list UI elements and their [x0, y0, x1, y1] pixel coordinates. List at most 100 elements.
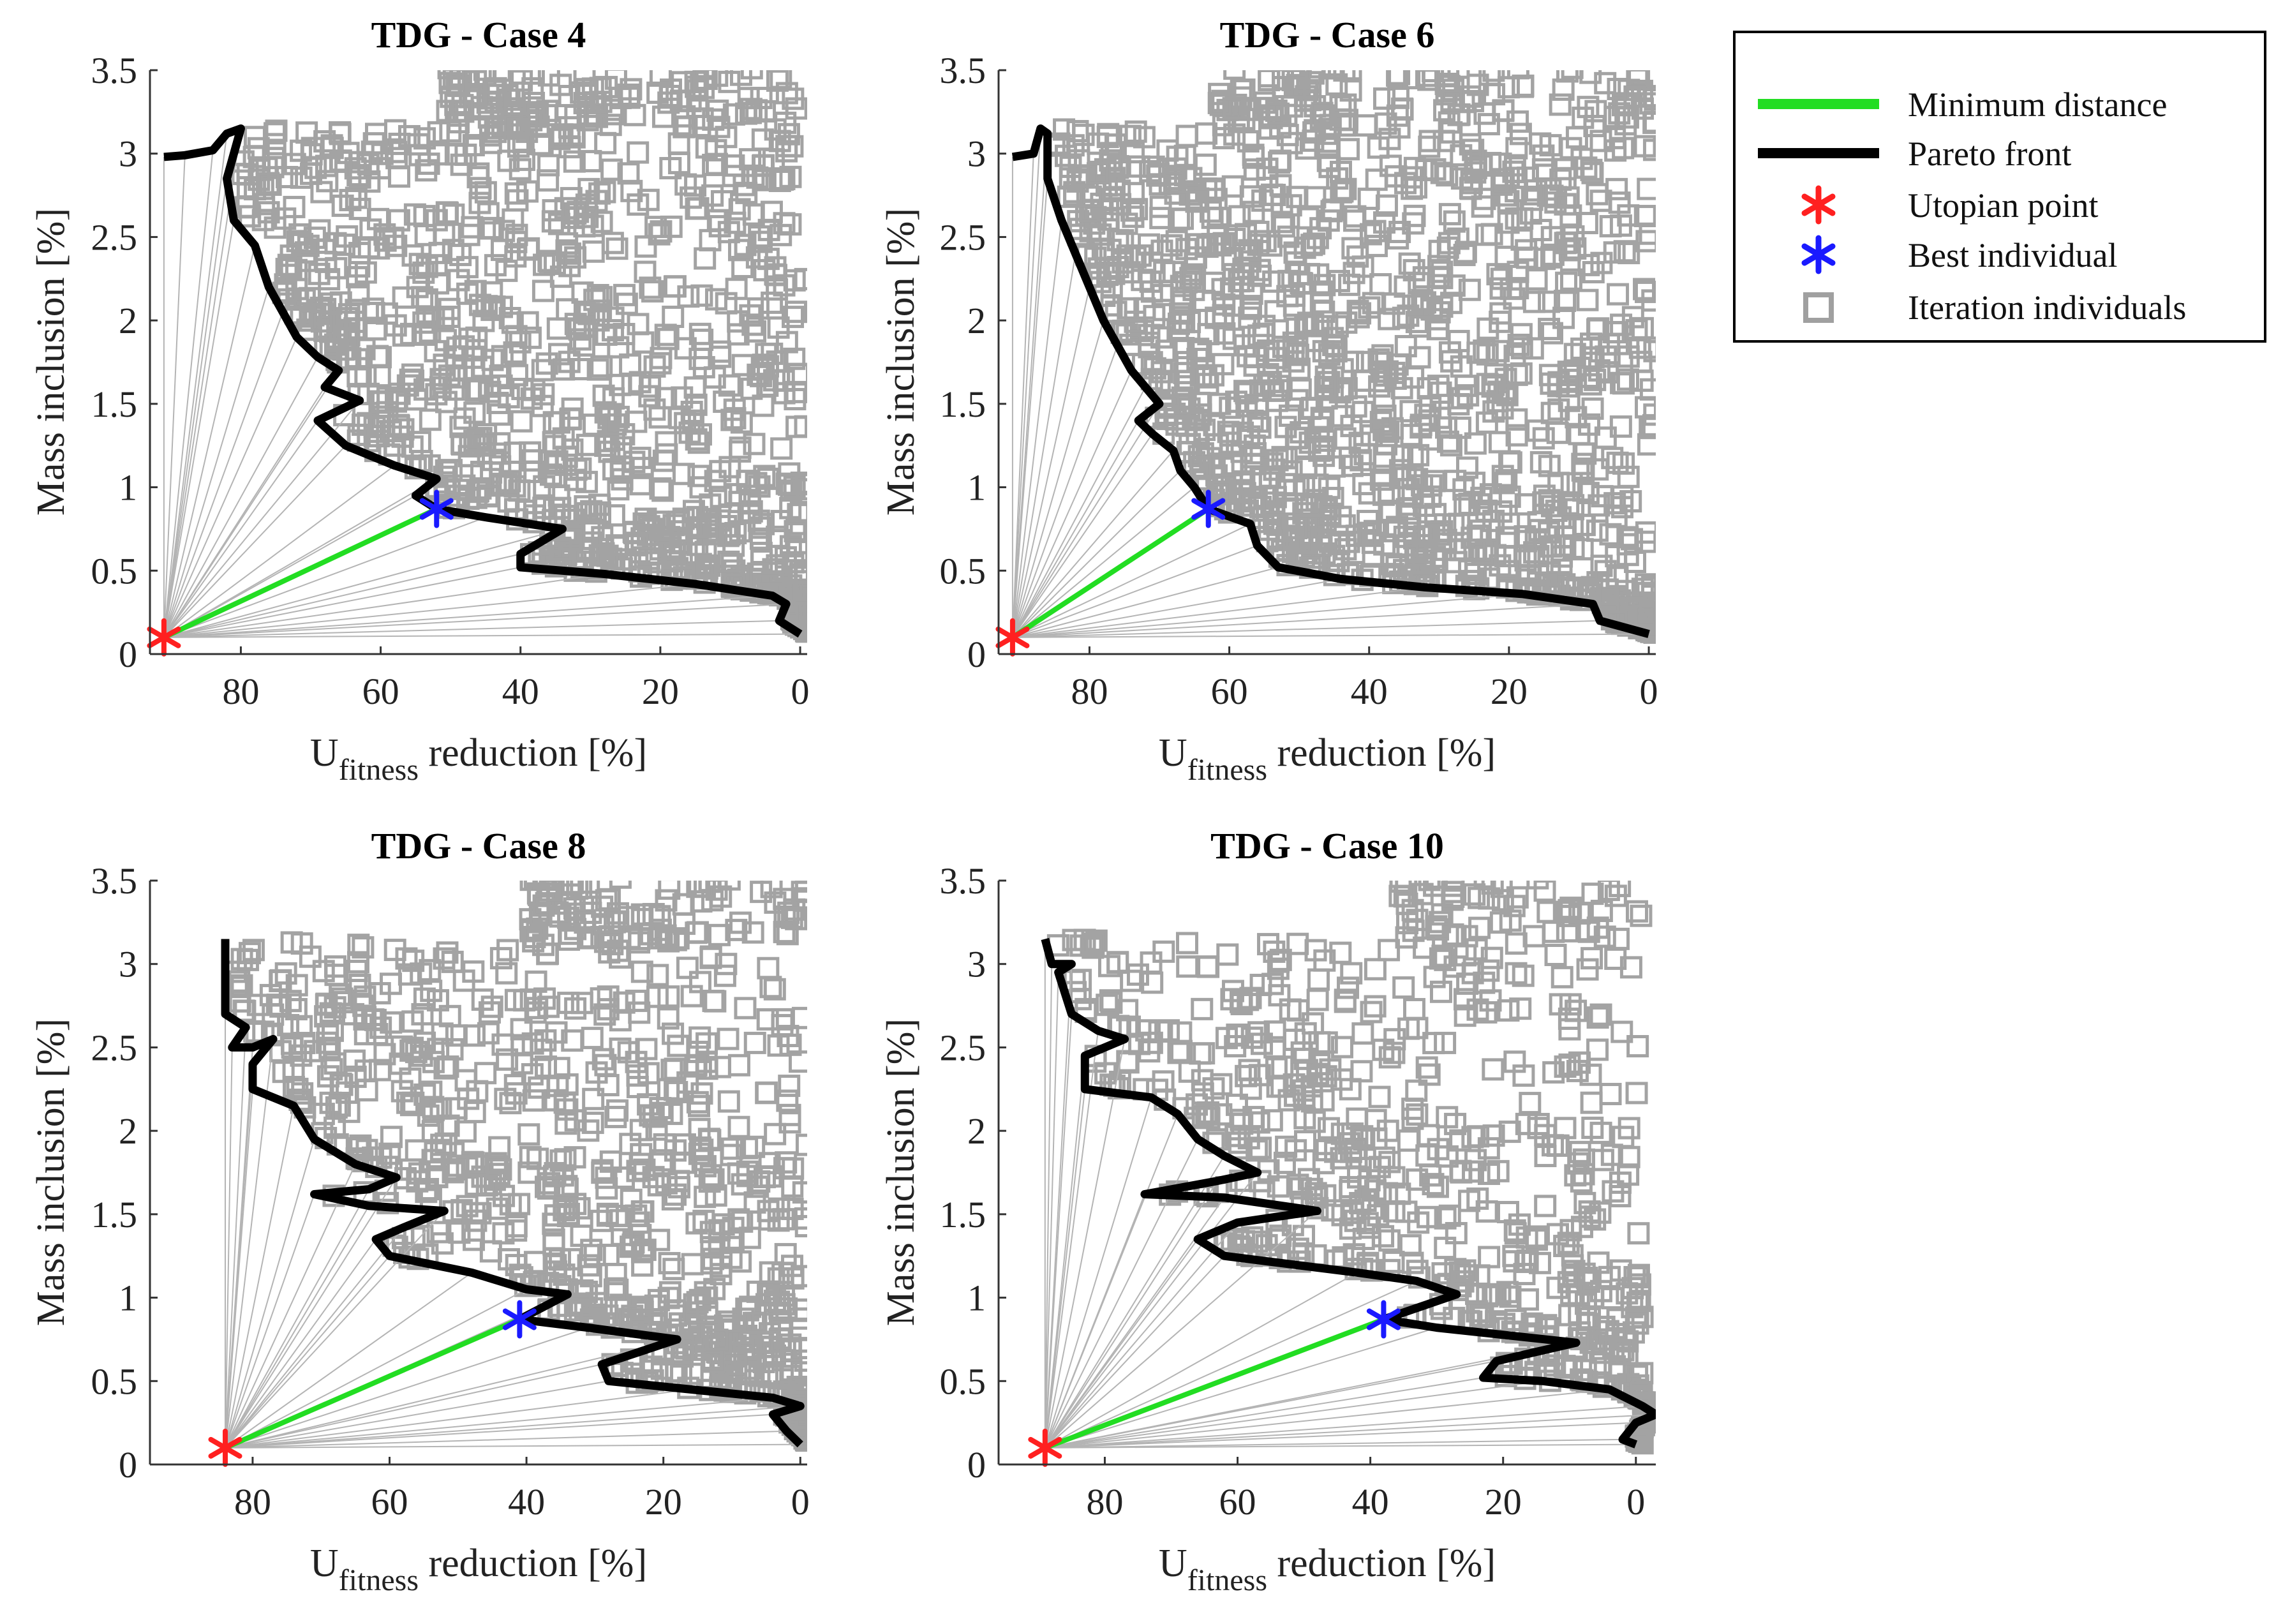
iteration-individual-marker [503, 115, 526, 138]
iteration-individual-marker [644, 216, 667, 239]
iteration-individual-marker [1409, 315, 1432, 338]
panel-case-10: TDG - Case 10 0 0.5 1 1.5 2 2.5 3 3.5 80 60 40 20 0 … [879, 825, 1656, 1597]
y-tick-label: 2 [119, 300, 137, 341]
iteration-individual-marker [1573, 1262, 1596, 1285]
iteration-individual-marker [554, 892, 577, 915]
iteration-individual-marker [1533, 881, 1556, 902]
iteration-individual-marker [753, 465, 776, 488]
iteration-individual-marker [1549, 93, 1572, 116]
iteration-individual-marker [422, 1096, 445, 1119]
iteration-individual-marker [1242, 200, 1265, 223]
iteration-individual-marker [1302, 129, 1325, 152]
iteration-individual-marker [590, 286, 613, 309]
iteration-individual-marker [1374, 405, 1397, 428]
iteration-individual-marker [775, 1151, 798, 1174]
x-tick-label: 0 [1640, 671, 1658, 712]
iteration-individual-marker [694, 247, 717, 270]
iteration-individual-marker [787, 1413, 807, 1436]
iteration-individual-marker [1546, 1223, 1569, 1246]
distance-line [1044, 964, 1053, 1448]
iteration-individual-marker [1572, 479, 1595, 502]
iteration-individual-marker [1212, 304, 1235, 327]
iteration-individual-marker [1313, 301, 1335, 324]
iteration-individual-marker [682, 500, 705, 523]
iteration-individual-marker [547, 1057, 570, 1080]
legend-label-minimum-distance: Minimum distance [1908, 86, 2167, 124]
distance-line [163, 245, 256, 638]
iteration-individual-marker [228, 970, 251, 993]
iteration-individual-marker [629, 1152, 651, 1175]
x-tick-label: 60 [1211, 671, 1248, 712]
iteration-individual-marker [1152, 299, 1175, 322]
iteration-individual-marker [1364, 995, 1387, 1018]
iteration-individual-marker [561, 397, 584, 420]
panel-title: TDG - Case 10 [1210, 825, 1444, 867]
iteration-individual-marker [1476, 317, 1499, 340]
iteration-individual-marker [535, 104, 558, 127]
iteration-individual-marker [739, 1295, 762, 1318]
iteration-individual-marker [705, 881, 728, 901]
iteration-individual-marker [655, 443, 678, 466]
iteration-individual-marker [1491, 397, 1514, 420]
iteration-individual-marker [1344, 205, 1367, 228]
distance-line [163, 553, 521, 638]
distance-line [1012, 603, 1593, 638]
distance-line [1012, 586, 1425, 638]
iteration-individual-marker [1637, 177, 1656, 200]
iteration-individual-marker [1516, 1249, 1539, 1272]
iteration-individual-marker [1536, 900, 1559, 923]
iteration-individual-marker [425, 254, 448, 277]
distance-line [1012, 545, 1258, 638]
iteration-individual-marker [1198, 1106, 1221, 1129]
iteration-individual-marker [1339, 70, 1362, 81]
iteration-individual-marker [729, 440, 752, 463]
iteration-individual-marker [1280, 131, 1303, 154]
iteration-individual-marker [388, 132, 411, 155]
iteration-individual-marker [630, 527, 653, 550]
iteration-individual-marker [1182, 278, 1205, 301]
iteration-individual-marker [645, 1118, 668, 1141]
iteration-individual-marker [231, 163, 254, 186]
iteration-individual-marker [701, 184, 724, 207]
iteration-individual-marker [1129, 244, 1152, 267]
distance-line [1012, 578, 1342, 638]
iteration-individual-marker [718, 1367, 741, 1390]
iteration-individual-marker [772, 1208, 795, 1231]
iteration-individual-marker [304, 156, 327, 179]
iteration-individual-marker [1558, 1053, 1581, 1076]
iteration-individual-marker [564, 997, 587, 1020]
iteration-individual-marker [1550, 534, 1573, 557]
distance-line [1012, 633, 1649, 638]
plot-area: 0 0.5 1 1.5 2 2.5 3 3.5 80 60 40 20 0 [940, 50, 1658, 712]
iteration-individual-marker [290, 1044, 313, 1067]
iteration-individual-marker [524, 1001, 547, 1024]
x-tick-label: 0 [791, 671, 810, 712]
iteration-individual-marker [1246, 1139, 1268, 1162]
iteration-individual-marker [1100, 276, 1123, 299]
iteration-individual-marker [1450, 144, 1473, 167]
iteration-individual-marker [654, 924, 677, 947]
iteration-individual-marker [1468, 916, 1491, 939]
y-tick-label: 3 [119, 944, 137, 985]
iteration-individual-marker [251, 209, 274, 232]
y-tick-label: 0 [119, 634, 137, 675]
iteration-individual-marker [782, 87, 805, 110]
iteration-individual-marker [388, 165, 411, 188]
iteration-individual-marker [688, 322, 711, 345]
iteration-individual-marker [1339, 1078, 1362, 1101]
iteration-individual-marker [374, 229, 397, 252]
x-axis-label-rest: reduction [%] [419, 731, 647, 775]
iteration-individual-marker [331, 194, 354, 217]
iteration-individual-marker [1376, 360, 1399, 383]
iteration-individual-marker [579, 150, 602, 173]
iteration-individual-marker [1436, 164, 1459, 187]
iteration-individual-marker [1281, 95, 1304, 118]
iteration-individual-marker [667, 1034, 690, 1057]
iteration-individual-marker [603, 1278, 626, 1301]
iteration-individual-marker [503, 475, 526, 498]
x-axis-label-rest: reduction [%] [1267, 1542, 1496, 1585]
iteration-individual-marker [492, 1222, 515, 1245]
iteration-individual-marker [537, 154, 560, 177]
iteration-individual-marker [239, 205, 262, 228]
iteration-individual-marker [792, 1181, 807, 1204]
